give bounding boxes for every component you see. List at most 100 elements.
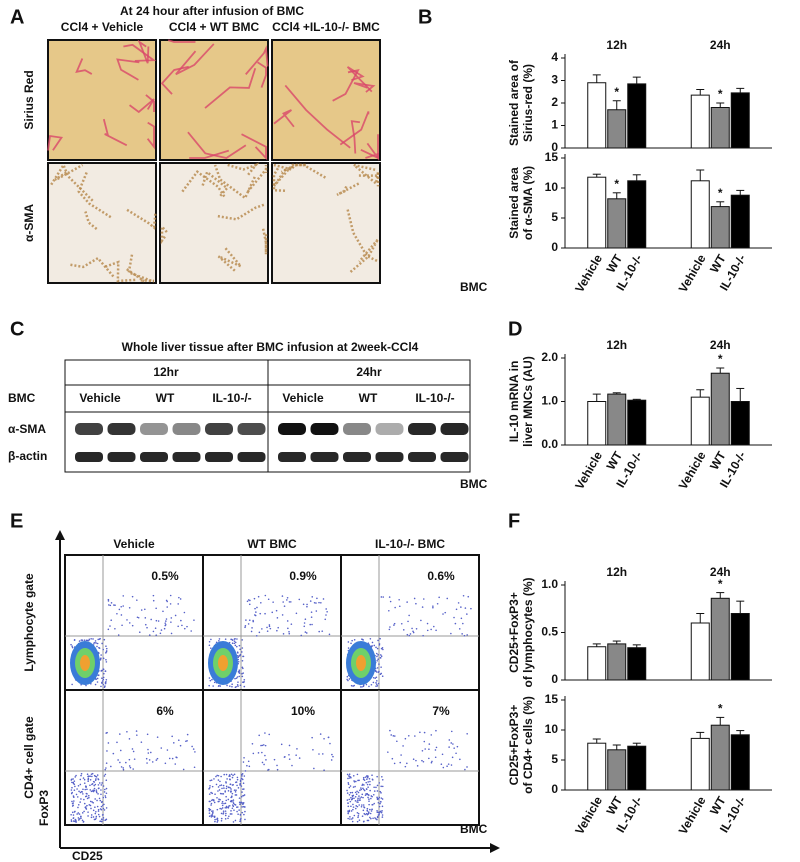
event-dot (378, 812, 381, 814)
event-dot (73, 789, 76, 791)
event-dot (346, 773, 349, 776)
event-dot (434, 749, 437, 751)
event-dot (325, 608, 327, 610)
event-dot (421, 750, 424, 752)
event-dot (98, 787, 100, 789)
event-dot (176, 756, 178, 759)
event-dot (128, 765, 131, 767)
event-dot (266, 630, 269, 632)
row-label: Sirius Red (22, 70, 36, 129)
event-dot (214, 818, 216, 821)
event-dot (275, 609, 278, 612)
event-dot (419, 731, 421, 734)
event-dot (117, 759, 119, 761)
event-dot (361, 783, 364, 786)
event-dot (91, 772, 94, 775)
event-dot (222, 784, 225, 787)
event-dot (219, 792, 222, 795)
event-dot (70, 779, 73, 781)
event-dot (375, 646, 377, 649)
event-dot (263, 763, 265, 766)
significance: * (718, 352, 723, 366)
event-dot (370, 810, 373, 812)
event-dot (72, 817, 75, 819)
event-dot (363, 806, 365, 808)
event-dot (381, 785, 384, 788)
row-label: α-SMA (22, 204, 36, 242)
event-dot (179, 598, 182, 600)
event-dot (92, 809, 95, 812)
event-dot (347, 647, 350, 649)
event-dot (276, 768, 279, 771)
event-dot (346, 799, 349, 801)
event-dot (262, 744, 265, 746)
event-dot (457, 602, 460, 604)
blot-band (343, 452, 371, 462)
event-dot (375, 680, 378, 682)
event-dot (388, 628, 391, 631)
event-dot (354, 795, 357, 798)
event-dot (172, 742, 175, 744)
event-dot (379, 790, 382, 793)
event-dot (232, 801, 234, 803)
event-dot (321, 630, 324, 632)
error-bar (736, 189, 745, 196)
event-dot (230, 813, 233, 815)
event-dot (215, 641, 218, 644)
event-dot (232, 799, 235, 801)
event-dot (298, 598, 301, 601)
event-dot (350, 818, 353, 820)
event-dot (360, 805, 363, 808)
event-dot (376, 816, 379, 819)
x-axis-label: BMC (460, 477, 488, 491)
event-dot (235, 685, 237, 688)
error-bar (696, 731, 705, 739)
event-dot (347, 812, 350, 815)
y-axis-label: of lymphocytes (%) (521, 577, 535, 687)
event-dot (428, 757, 430, 760)
event-dot (166, 749, 169, 751)
event-dot (107, 742, 110, 744)
event-dot (227, 806, 229, 808)
event-dot (213, 778, 215, 780)
event-dot (238, 655, 241, 657)
event-dot (229, 685, 231, 687)
event-dot (92, 816, 95, 818)
event-dot (91, 801, 93, 803)
event-dot (185, 740, 187, 743)
event-dot (441, 753, 444, 756)
event-dot (306, 605, 308, 608)
event-dot (72, 778, 74, 780)
blot-band (172, 452, 201, 462)
event-dot (421, 606, 424, 608)
event-dot (100, 793, 102, 796)
event-dot (393, 762, 396, 765)
event-dot (382, 596, 385, 598)
event-dot (95, 678, 97, 681)
event-dot (455, 608, 458, 611)
event-dot (105, 661, 108, 663)
event-dot (92, 780, 95, 783)
event-dot (86, 804, 88, 807)
event-dot (260, 744, 262, 747)
event-dot (377, 653, 379, 656)
event-dot (87, 815, 89, 817)
event-dot (177, 739, 180, 742)
event-dot (208, 644, 211, 647)
event-dot (376, 797, 379, 800)
event-dot (348, 786, 351, 789)
event-dot (140, 609, 143, 611)
tissue-septum (213, 164, 256, 200)
histology-image (47, 39, 157, 161)
event-dot (239, 801, 242, 804)
event-dot (368, 798, 370, 801)
event-dot (375, 685, 377, 687)
event-dot (377, 682, 380, 685)
event-dot (415, 759, 417, 762)
event-dot (362, 639, 364, 641)
event-dot (346, 789, 348, 792)
event-dot (304, 618, 307, 620)
event-dot (380, 666, 382, 668)
event-dot (104, 670, 107, 672)
event-dot (225, 781, 227, 783)
